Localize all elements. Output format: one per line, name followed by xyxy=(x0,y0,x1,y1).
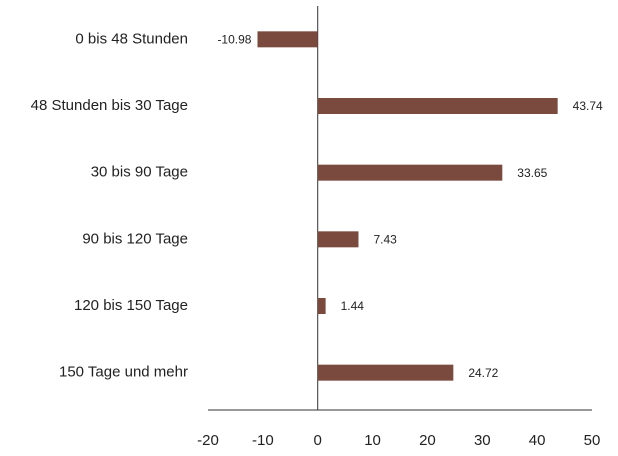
bar xyxy=(317,298,326,314)
bar xyxy=(257,31,318,48)
bar xyxy=(317,98,558,114)
value-label: 1.44 xyxy=(341,299,365,313)
category-label: 90 bis 120 Tage xyxy=(82,230,188,247)
bar xyxy=(317,231,359,248)
category-label: 150 Tage und mehr xyxy=(59,364,188,381)
value-label: -10.98 xyxy=(217,33,251,47)
value-label: 7.43 xyxy=(373,233,397,247)
x-tick-label: 20 xyxy=(419,432,436,449)
x-tick-label: -10 xyxy=(252,432,274,449)
category-label: 0 bis 48 Stunden xyxy=(75,30,188,47)
value-label: 24.72 xyxy=(468,366,498,380)
x-tick-label: 40 xyxy=(529,432,546,449)
category-label: 48 Stunden bis 30 Tage xyxy=(31,97,188,114)
value-label: 43.74 xyxy=(573,99,603,113)
x-tick-label: -20 xyxy=(197,432,219,449)
x-tick-label: 50 xyxy=(584,432,601,449)
category-label: 30 bis 90 Tage xyxy=(91,164,188,181)
value-label: 33.65 xyxy=(517,166,547,180)
x-tick-label: 10 xyxy=(364,432,381,449)
bar xyxy=(317,164,503,181)
x-tick-label: 0 xyxy=(314,432,322,449)
x-tick-label: 30 xyxy=(474,432,491,449)
bar xyxy=(317,364,454,381)
category-label: 120 bis 150 Tage xyxy=(74,297,188,314)
